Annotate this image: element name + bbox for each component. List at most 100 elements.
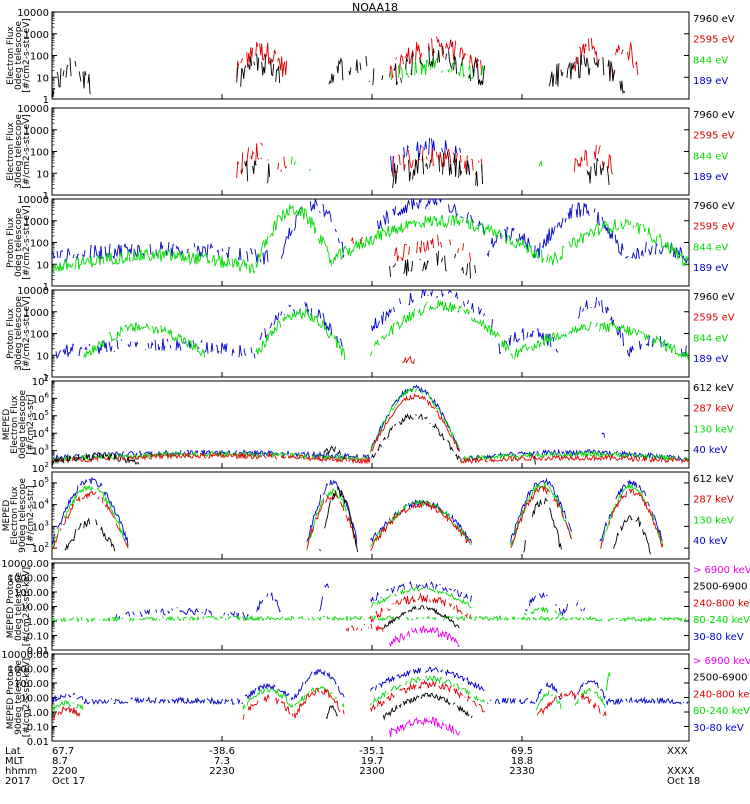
trace-red <box>306 492 358 549</box>
trace-blue <box>83 696 244 706</box>
y-axis-label: Proton Flux <box>6 308 16 359</box>
y-tick-label: 10000 <box>17 8 49 19</box>
x-tick-label: XXX <box>667 746 688 757</box>
y-axis-label: Proton Flux <box>6 217 16 268</box>
y-tick-label: 10000 <box>17 195 49 206</box>
trace-blue <box>525 592 561 614</box>
x-tick-label: 2330 <box>509 766 534 777</box>
y-axis-label: Electron Flux <box>10 395 20 454</box>
trace-green <box>605 670 611 691</box>
y-axis-label: [#/cm2-s-str] <box>26 394 36 454</box>
panel-frame <box>51 289 690 378</box>
trace-blue <box>372 290 498 333</box>
y-axis-label: Electron Flux <box>10 486 20 545</box>
legend-entry: 287 keV <box>693 404 734 415</box>
legend-entry: 7960 eV <box>693 14 735 25</box>
y-tick-label: 1000 <box>24 126 49 137</box>
panel-frame <box>51 380 690 469</box>
x-tick-label: 2230 <box>209 766 234 777</box>
y-tick-label: 0.01 <box>27 646 49 657</box>
legend-entry: 240-800 keV <box>693 689 750 700</box>
x-row-label: Lat <box>5 746 21 757</box>
legend-entry: 7960 eV <box>693 201 735 212</box>
legend-entry: 189 eV <box>693 354 728 365</box>
trace-red <box>370 679 485 713</box>
legend-entry: 2595 eV <box>693 222 735 233</box>
trace-green <box>255 307 346 361</box>
legend-entry: 40 keV <box>693 445 727 456</box>
y-axis-label: [#/cm2-s-str-keV] <box>22 658 32 737</box>
trace-black <box>393 45 486 86</box>
x-tick-label: 19.7 <box>361 756 383 767</box>
trace-blue <box>51 692 84 703</box>
panel-frame <box>51 562 690 651</box>
y-tick-label: 10000 <box>17 286 49 297</box>
y-tick-label: 100.00 <box>14 679 49 690</box>
legend-entry: 2595 eV <box>693 313 735 324</box>
trace-green <box>371 586 472 608</box>
trace-blue <box>499 328 561 353</box>
y-axis-label: MEPED Proton <box>6 666 16 729</box>
y-axis-label: 0deg telescope <box>18 390 28 460</box>
legend-entry: 287 keV <box>693 495 734 506</box>
legend-entry: 2500-6900 <box>693 673 748 684</box>
trace-black <box>51 57 91 98</box>
trace-blue <box>320 584 331 611</box>
legend-entry: 7960 eV <box>693 292 735 303</box>
legend-entry: 240-800 keV <box>693 598 750 609</box>
y-axis-label: 90deg telescope <box>18 478 28 553</box>
trace-green <box>459 450 690 463</box>
trace-black <box>548 53 626 95</box>
x-tick-label: Oct 17 <box>52 776 85 787</box>
legend-entry: 189 eV <box>693 76 728 87</box>
y-tick-label: 1000.00 <box>8 574 49 585</box>
traces <box>51 36 639 98</box>
trace-red <box>459 453 690 464</box>
y-tick-label: 102 <box>32 461 49 475</box>
y-tick-label: 1000 <box>24 30 49 41</box>
x-tick-label: -35.1 <box>359 746 385 757</box>
panel-7: 0.01 0.10 1.00 10.00 100.00 1000.00 10000.00 ME… <box>1 559 750 657</box>
trace-blue <box>244 683 294 701</box>
legend-entry: > 6900 keV <box>693 656 750 667</box>
y-axis-label: [#/cm2-s-str] <box>26 485 36 545</box>
x-tick-label: 2300 <box>359 766 384 777</box>
trace-blue <box>260 302 345 352</box>
trace-green <box>370 499 472 548</box>
x-row-label: hhmm <box>5 766 37 777</box>
y-axis-label: [#/cm2-s-str-keV] <box>22 567 32 646</box>
trace-blue <box>625 241 689 264</box>
y-tick-label: 1000.00 <box>8 665 49 676</box>
trace-green <box>291 156 312 170</box>
trace-red <box>350 236 363 244</box>
y-tick-label: 10.00 <box>20 694 49 705</box>
trace-green <box>370 675 485 706</box>
trace-magenta <box>389 716 461 738</box>
x-tick-label: 67.7 <box>52 746 74 757</box>
y-axis-label: Electron Flux <box>6 122 16 181</box>
legend-entry: 80-240 keV <box>693 706 750 717</box>
x-tick-label: 8.7 <box>52 756 68 767</box>
legend-entry: 30-80 keV <box>693 632 744 643</box>
y-tick-label: 10 <box>36 351 49 362</box>
trace-red <box>573 144 613 175</box>
trace-green <box>83 322 206 359</box>
traces <box>52 580 688 648</box>
legend-entry: 7960 eV <box>693 110 735 121</box>
trace-red <box>510 486 572 548</box>
trace-green <box>255 204 333 268</box>
y-axis-label: [#/cm2-s-str-eV] <box>22 18 32 93</box>
trace-green <box>574 687 606 709</box>
legend-entry: 612 keV <box>693 474 734 485</box>
y-tick-label: 10 <box>36 260 49 271</box>
trace-red <box>573 37 598 72</box>
y-tick-label: 10 <box>36 73 49 84</box>
trace-blue <box>599 479 664 542</box>
trace-blue <box>578 297 625 347</box>
trace-black <box>586 158 610 186</box>
y-axis-label: MEPED <box>2 409 12 441</box>
trace-blue <box>370 667 485 692</box>
